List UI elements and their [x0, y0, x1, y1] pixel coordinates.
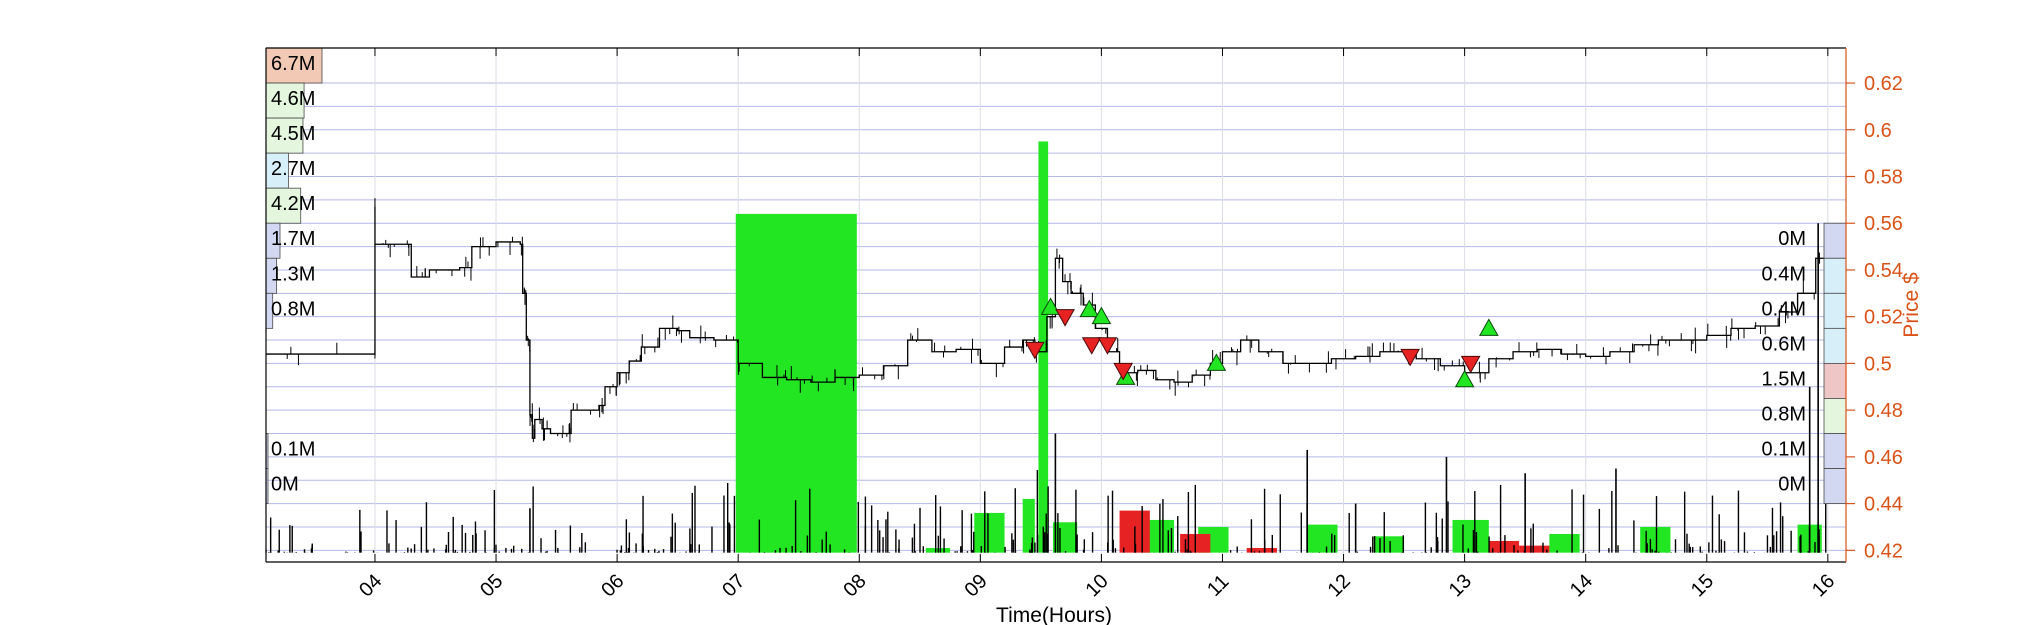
left-profile-label: 0.1M	[271, 439, 315, 461]
sell-volume-bar	[1246, 547, 1277, 553]
axes: 04 05 06 07 08 09 10 11 12 13 14 15 16 0.42 0.44 0.46 0.…	[265, 47, 1903, 601]
x-tick-label: 09	[960, 570, 991, 601]
x-tick-label: 08	[839, 570, 870, 601]
right-profile-label: 0.4M	[1762, 298, 1806, 320]
y-tick-label-right: 0.6	[1864, 120, 1892, 142]
left-profile-label: 4.2M	[271, 193, 315, 215]
buy-volume-bar	[1052, 522, 1078, 553]
price-series	[266, 198, 1829, 443]
buy-volume-bar	[974, 512, 1005, 553]
buy-marker	[1206, 353, 1227, 371]
right-profile-bar	[1823, 257, 1847, 294]
sell-marker	[1400, 348, 1420, 367]
right-profile-bar	[1823, 398, 1847, 434]
left-profile-label: 4.6M	[271, 88, 315, 110]
y-tick-label-right: 0.58	[1864, 167, 1903, 189]
left-profile-label: 2.7M	[271, 158, 315, 180]
left-profile-bar	[265, 82, 305, 119]
x-tick-label: 05	[476, 570, 507, 601]
left-profile-label: 4.5M	[271, 123, 315, 145]
sell-marker	[1024, 341, 1045, 360]
right-profile-bar	[1823, 433, 1847, 469]
buy-volume-bar	[1307, 524, 1338, 553]
trade-markers	[1024, 297, 1499, 388]
sell-marker	[1081, 337, 1102, 355]
left-profile-label: 0M	[271, 474, 299, 496]
buy-volume-bar	[1452, 519, 1489, 553]
y-tick-label-right: 0.46	[1864, 447, 1903, 469]
price-line	[266, 206, 1829, 439]
left-profile-bar	[265, 187, 302, 224]
buy-marker	[1454, 369, 1475, 388]
right-volume-profile: 0M 0.4M 0.4M 0.6M 1.5M 0.8M 0.1M 0M	[1762, 222, 1847, 504]
sell-marker	[1113, 362, 1134, 381]
x-tick-label: 15	[1687, 570, 1718, 601]
y-tick-label-right: 0.52	[1864, 307, 1903, 329]
x-tick-label: 12	[1324, 570, 1355, 601]
y-tick-label-right: 0.44	[1864, 494, 1903, 516]
right-profile-label: 1.5M	[1762, 368, 1806, 390]
right-profile-label: 0.6M	[1762, 333, 1806, 355]
x-tick-label: 07	[718, 570, 749, 601]
buy-marker	[1091, 306, 1112, 325]
sell-marker	[1097, 337, 1118, 355]
right-profile-bar	[1823, 222, 1847, 259]
left-profile-label: 6.7M	[271, 53, 315, 75]
sell-volume-bar	[1519, 545, 1550, 553]
buy-marker	[1079, 299, 1100, 318]
y-axis-label-right: Price $	[1900, 272, 1923, 338]
buy-volume-bar	[1038, 141, 1049, 553]
left-profile-label: 1.3M	[271, 263, 315, 285]
left-volume-profile: 6.7M 4.6M 4.5M 2.7M 4.2M 1.7M 1.3M 0.8M 0.1M 0M	[265, 47, 323, 504]
right-profile-label: 0.1M	[1762, 439, 1806, 461]
right-profile-bar	[1823, 292, 1847, 329]
right-profile-label: 0M	[1778, 228, 1806, 250]
y-tick-label-right: 0.5	[1864, 353, 1892, 375]
buy-volume-bar	[1549, 533, 1580, 553]
x-axis-label: Time(Hours)	[996, 604, 1112, 625]
buy-volume-bar	[1373, 536, 1405, 553]
left-profile-label: 1.7M	[271, 228, 315, 250]
right-profile-label: 0.8M	[1762, 403, 1806, 425]
buy-marker	[1478, 318, 1499, 336]
y-tick-label-right: 0.56	[1864, 213, 1903, 235]
volume-bars	[735, 141, 1822, 553]
x-tick-label: 11	[1203, 571, 1233, 601]
x-tick-label: 13	[1445, 570, 1476, 601]
right-profile-bar	[1823, 327, 1847, 364]
buy-volume-bar	[1640, 526, 1671, 553]
sell-volume-bar	[1488, 540, 1520, 553]
right-profile-label: 0M	[1778, 474, 1806, 496]
sell-marker	[1055, 309, 1075, 327]
right-profile-bar	[1823, 363, 1847, 399]
right-profile-bar	[1823, 468, 1847, 504]
y-tick-label-right: 0.54	[1864, 260, 1903, 282]
volume-spikes	[265, 223, 1827, 553]
right-profile-label: 0.4M	[1762, 263, 1806, 285]
x-tick-label: 04	[355, 570, 386, 601]
left-profile-label: 0.8M	[271, 298, 315, 320]
x-tick-label: 10	[1082, 570, 1113, 601]
x-tick-label: 06	[597, 570, 628, 601]
x-tick-label: 16	[1808, 570, 1839, 601]
y-tick-label-right: 0.42	[1864, 540, 1903, 562]
y-tick-label-right: 0.48	[1864, 400, 1903, 422]
buy-volume-bar	[735, 213, 857, 553]
x-tick-label: 14	[1566, 570, 1597, 601]
buy-marker	[1040, 297, 1061, 315]
y-tick-label-right: 0.62	[1864, 73, 1903, 95]
sell-marker	[1460, 355, 1481, 374]
